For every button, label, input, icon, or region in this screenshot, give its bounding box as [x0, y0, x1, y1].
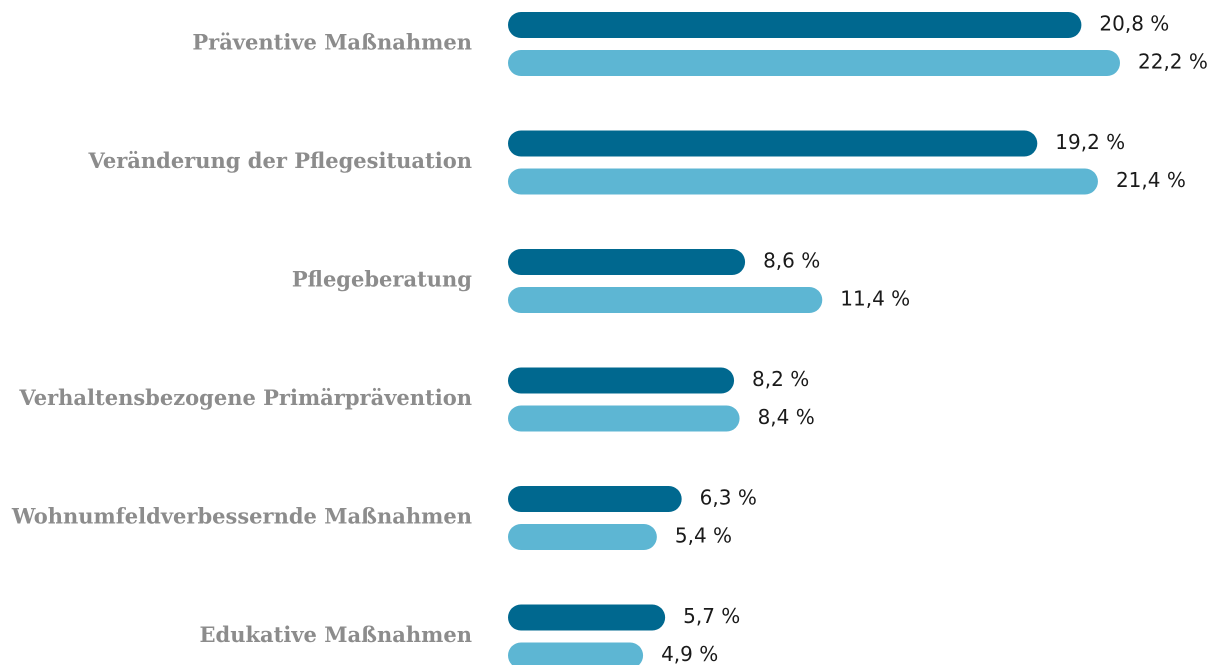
bar: [508, 367, 735, 394]
category-label: Veränderung der Pflegesituation: [87, 148, 472, 173]
bar: [508, 486, 682, 512]
value-label: 20,8 %: [1099, 12, 1169, 36]
bar: [508, 249, 746, 275]
bar: [508, 12, 1082, 38]
value-label: 11,4 %: [840, 287, 910, 311]
value-label: 19,2 %: [1055, 130, 1125, 154]
category-label: Edukative Maßnahmen: [200, 622, 472, 647]
bar: [508, 130, 1038, 157]
value-label: 21,4 %: [1116, 168, 1186, 192]
bar: [508, 604, 666, 631]
bar: [508, 168, 1098, 195]
bar: [508, 642, 644, 665]
value-label: 5,7 %: [683, 604, 740, 628]
value-label: 6,3 %: [700, 486, 757, 510]
value-label: 4,9 %: [661, 642, 718, 665]
bar: [508, 50, 1120, 76]
category-label: Wohnumfeldverbessernde Maßnahmen: [11, 504, 472, 529]
value-label: 8,2 %: [752, 367, 809, 391]
category-label: Präventive Maßnahmen: [192, 30, 472, 55]
value-label: 8,6 %: [763, 249, 820, 273]
value-label: 5,4 %: [675, 524, 732, 548]
category-label: Pflegeberatung: [292, 267, 472, 292]
value-label: 8,4 %: [758, 405, 815, 429]
category-label: Verhaltensbezogene Primärprävention: [18, 385, 472, 410]
value-label: 22,2 %: [1138, 50, 1208, 74]
bar: [508, 405, 740, 432]
bar: [508, 287, 823, 313]
bar: [508, 524, 657, 550]
